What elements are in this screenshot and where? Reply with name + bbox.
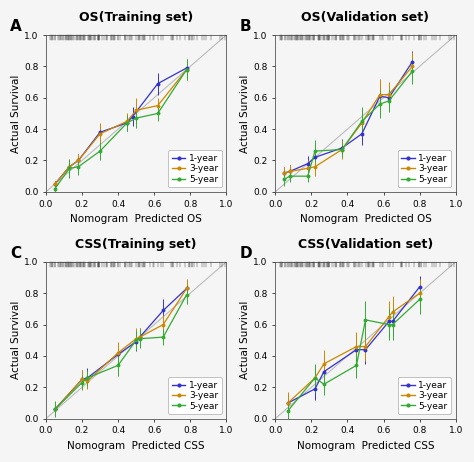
Legend: 1-year, 3-year, 5-year: 1-year, 3-year, 5-year	[168, 151, 222, 188]
Y-axis label: Actual Survival: Actual Survival	[11, 74, 21, 152]
X-axis label: Nomogram  Predicted CSS: Nomogram Predicted CSS	[297, 441, 434, 451]
Title: OS(Validation set): OS(Validation set)	[301, 11, 429, 24]
Y-axis label: Actual Survival: Actual Survival	[11, 301, 21, 379]
Y-axis label: Actual Survival: Actual Survival	[240, 74, 250, 152]
Text: D: D	[239, 246, 252, 261]
Legend: 1-year, 3-year, 5-year: 1-year, 3-year, 5-year	[398, 377, 451, 414]
Text: B: B	[239, 19, 251, 34]
Legend: 1-year, 3-year, 5-year: 1-year, 3-year, 5-year	[168, 377, 222, 414]
Text: A: A	[10, 19, 21, 34]
Y-axis label: Actual Survival: Actual Survival	[240, 301, 250, 379]
Title: CSS(Validation set): CSS(Validation set)	[298, 238, 433, 251]
Legend: 1-year, 3-year, 5-year: 1-year, 3-year, 5-year	[398, 151, 451, 188]
X-axis label: Nomogram  Predicted CSS: Nomogram Predicted CSS	[67, 441, 205, 451]
Text: C: C	[10, 246, 21, 261]
Title: OS(Training set): OS(Training set)	[79, 11, 193, 24]
X-axis label: Nomogram  Predicted OS: Nomogram Predicted OS	[300, 214, 431, 224]
Title: CSS(Training set): CSS(Training set)	[75, 238, 197, 251]
X-axis label: Nomogram  Predicted OS: Nomogram Predicted OS	[70, 214, 202, 224]
